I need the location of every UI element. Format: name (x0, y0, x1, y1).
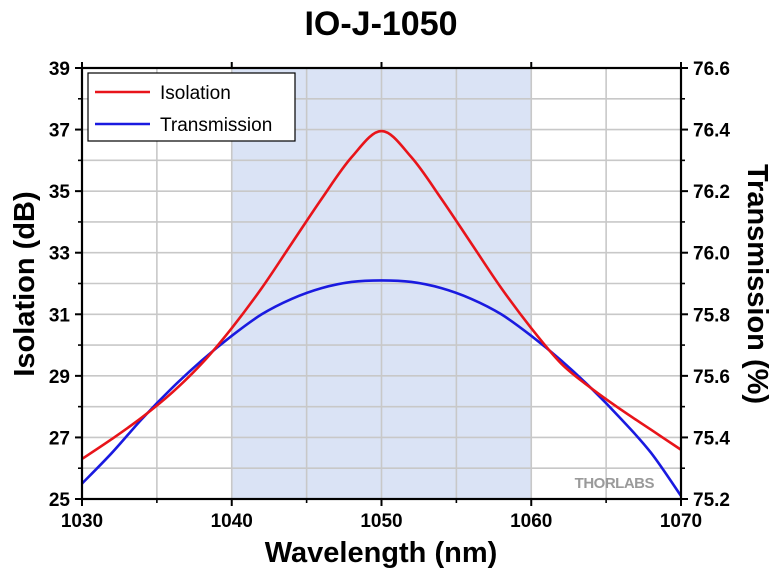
x-tick-label: 1040 (211, 511, 253, 532)
chart-title: IO-J-1050 (304, 5, 457, 43)
legend-box (87, 72, 296, 142)
x-tick-label: 1070 (660, 511, 702, 532)
legend-label-isolation: Isolation (160, 83, 231, 104)
y2-axis-title: Transmission (%) (741, 164, 773, 404)
x-axis-title: Wavelength (nm) (265, 537, 498, 569)
y-tick-label: 31 (49, 305, 71, 326)
y-axis-title: Isolation (dB) (9, 191, 41, 376)
thorlabs-watermark: THORLABS (575, 475, 655, 492)
y-tick-label: 29 (49, 367, 70, 388)
plot-area: 1030 1040 1050 1060 1070 25 27 29 31 33 35 37 39 75.2… (49, 59, 731, 532)
y2-tick-label: 76.2 (693, 182, 730, 203)
y2-tick-label: 75.6 (693, 367, 730, 388)
y-tick-label: 25 (49, 490, 71, 511)
y-tick-label: 39 (49, 59, 70, 80)
legend-label-transmission: Transmission (160, 115, 272, 136)
y2-tick-label: 76.6 (693, 59, 730, 80)
series-line-isolation (82, 129, 681, 461)
x-tick-label: 1060 (510, 511, 552, 532)
legend: Isolation Transmission (87, 72, 296, 142)
y-tick-label: 27 (49, 428, 70, 449)
y-tick-label: 33 (49, 244, 70, 265)
series-line-transmission (82, 279, 681, 497)
x-tick-label: 1050 (360, 511, 402, 532)
x-tick-label: 1030 (61, 511, 103, 532)
y2-tick-label: 75.2 (693, 490, 730, 511)
y2-tick-label: 76.0 (693, 244, 730, 265)
y2-tick-label: 75.4 (693, 428, 730, 449)
y-tick-label: 37 (49, 121, 70, 142)
y2-tick-label: 75.8 (693, 305, 730, 326)
y-tick-label: 35 (49, 182, 71, 203)
y2-tick-label: 76.4 (693, 121, 730, 142)
